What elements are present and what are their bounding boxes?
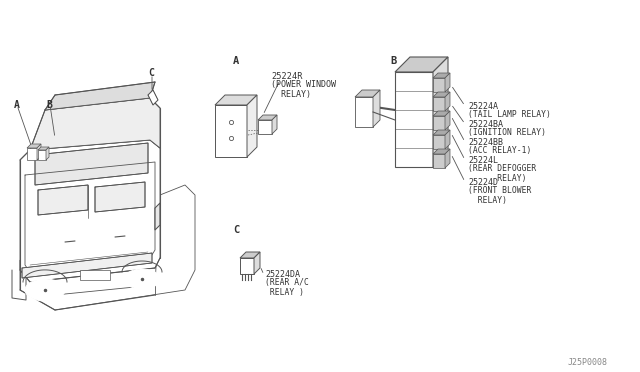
Text: (ACC RELAY-1): (ACC RELAY-1) xyxy=(468,146,531,155)
Polygon shape xyxy=(27,144,41,148)
Text: (REAR A/C
 RELAY ): (REAR A/C RELAY ) xyxy=(265,278,309,297)
Ellipse shape xyxy=(32,283,58,297)
Polygon shape xyxy=(272,115,277,134)
Polygon shape xyxy=(433,130,450,135)
Polygon shape xyxy=(445,92,450,111)
Polygon shape xyxy=(38,147,49,150)
Polygon shape xyxy=(215,95,257,105)
Polygon shape xyxy=(433,92,450,97)
Polygon shape xyxy=(373,90,380,127)
Polygon shape xyxy=(30,98,160,150)
Text: B: B xyxy=(390,56,396,66)
Polygon shape xyxy=(20,185,195,310)
Ellipse shape xyxy=(124,269,160,289)
Polygon shape xyxy=(148,90,158,105)
Text: C: C xyxy=(233,225,239,235)
Text: 25224DA: 25224DA xyxy=(265,270,300,279)
Text: 25224R: 25224R xyxy=(271,72,303,81)
Polygon shape xyxy=(35,143,148,185)
Polygon shape xyxy=(27,148,37,160)
Polygon shape xyxy=(433,154,445,168)
Text: C: C xyxy=(148,68,154,78)
Text: J25P0008: J25P0008 xyxy=(568,358,608,367)
Polygon shape xyxy=(46,147,49,160)
Polygon shape xyxy=(395,57,448,72)
Polygon shape xyxy=(433,149,450,154)
Text: (FRONT BLOWER
  RELAY): (FRONT BLOWER RELAY) xyxy=(468,186,531,205)
Text: (REAR DEFOGGER
      RELAY): (REAR DEFOGGER RELAY) xyxy=(468,164,536,183)
Polygon shape xyxy=(445,149,450,168)
Polygon shape xyxy=(258,115,277,120)
Polygon shape xyxy=(433,116,445,130)
Polygon shape xyxy=(433,135,445,149)
Polygon shape xyxy=(433,97,445,111)
Polygon shape xyxy=(395,72,433,167)
Text: (POWER WINDOW
  RELAY): (POWER WINDOW RELAY) xyxy=(271,80,336,99)
Text: 25224D: 25224D xyxy=(468,178,498,187)
Polygon shape xyxy=(433,73,450,78)
Polygon shape xyxy=(355,97,373,127)
Polygon shape xyxy=(433,57,448,167)
Polygon shape xyxy=(20,140,160,282)
Polygon shape xyxy=(445,130,450,149)
Polygon shape xyxy=(22,253,152,278)
Polygon shape xyxy=(433,78,445,92)
Text: (IGNITION RELAY): (IGNITION RELAY) xyxy=(468,128,546,137)
Text: A: A xyxy=(14,100,20,110)
Ellipse shape xyxy=(131,273,154,285)
Text: 25224A: 25224A xyxy=(468,102,498,111)
Polygon shape xyxy=(240,252,260,258)
Polygon shape xyxy=(38,185,88,215)
Polygon shape xyxy=(445,111,450,130)
Bar xyxy=(80,270,110,280)
Polygon shape xyxy=(215,105,247,157)
Text: 25224BB: 25224BB xyxy=(468,138,503,147)
Text: A: A xyxy=(233,56,239,66)
Text: (TAIL LAMP RELAY): (TAIL LAMP RELAY) xyxy=(468,110,551,119)
Polygon shape xyxy=(445,73,450,92)
Polygon shape xyxy=(254,252,260,274)
Polygon shape xyxy=(240,258,254,274)
Polygon shape xyxy=(433,111,450,116)
Text: 25224BA: 25224BA xyxy=(468,120,503,129)
Text: B: B xyxy=(46,100,52,110)
Polygon shape xyxy=(38,150,46,160)
Polygon shape xyxy=(45,82,155,110)
Polygon shape xyxy=(355,90,380,97)
Text: 25224L: 25224L xyxy=(468,156,498,165)
Polygon shape xyxy=(258,120,272,134)
Polygon shape xyxy=(37,144,41,160)
Polygon shape xyxy=(247,95,257,157)
Polygon shape xyxy=(155,203,160,230)
Polygon shape xyxy=(95,182,145,212)
Ellipse shape xyxy=(25,279,65,301)
